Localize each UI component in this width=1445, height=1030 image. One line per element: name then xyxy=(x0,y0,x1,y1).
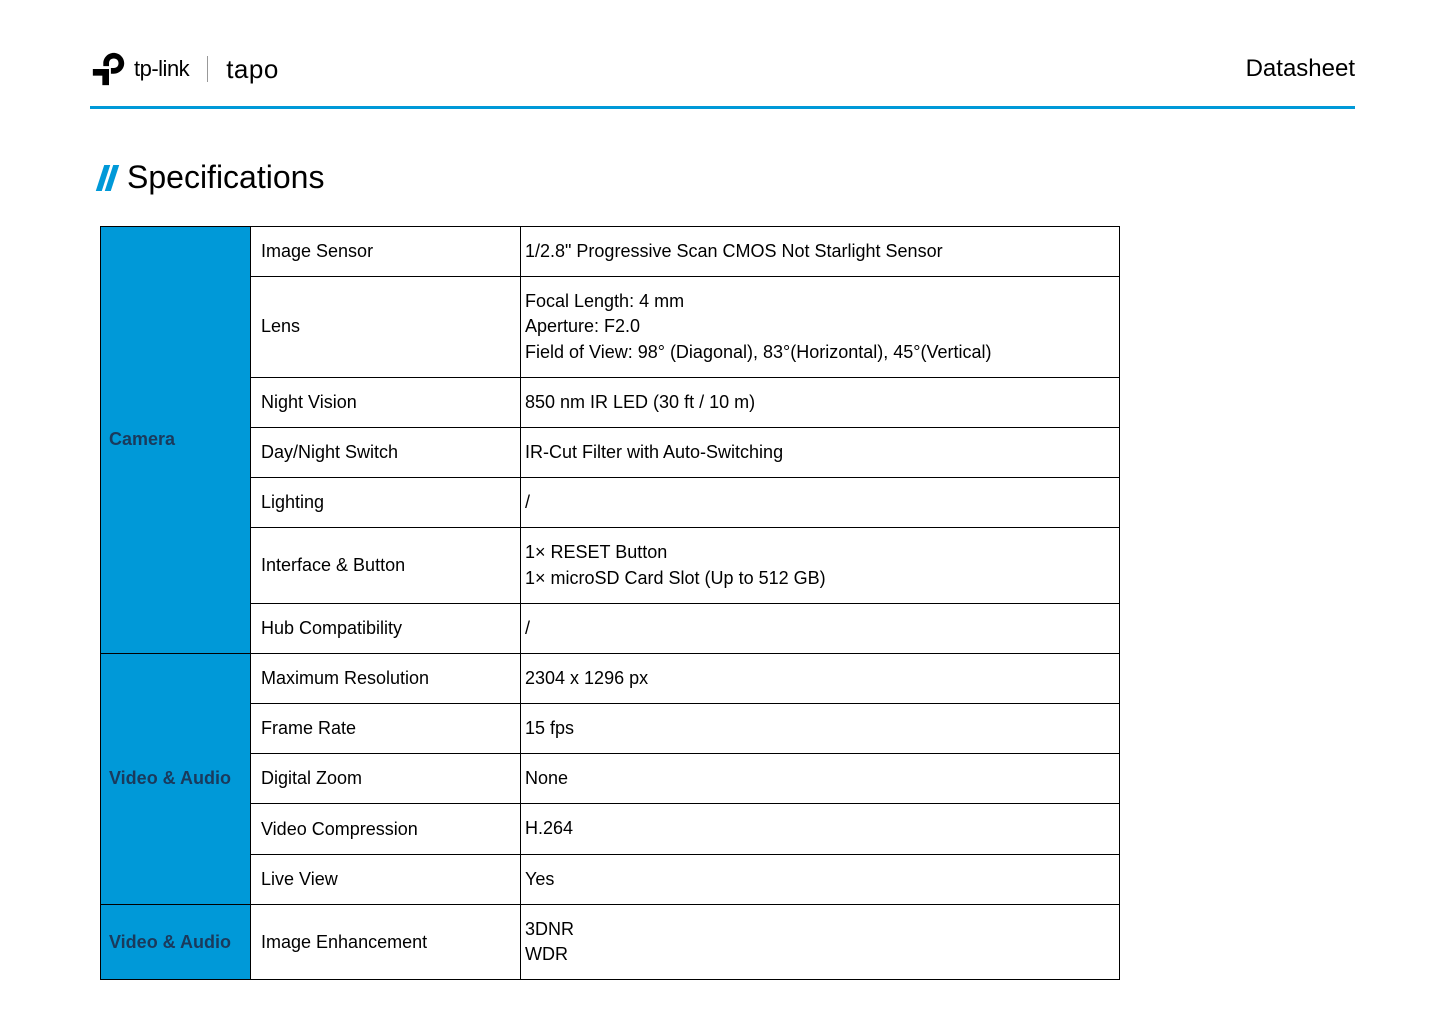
title-bars-icon xyxy=(100,165,115,191)
spec-value-cell: / xyxy=(521,478,1120,528)
spec-value-cell: 1/2.8" Progressive Scan CMOS Not Starlig… xyxy=(521,227,1120,277)
brand-primary-text: tp-link xyxy=(134,56,189,82)
table-row: CameraImage Sensor1/2.8" Progressive Sca… xyxy=(101,227,1120,277)
spec-label-cell: Image Sensor xyxy=(251,227,521,277)
specifications-table: CameraImage Sensor1/2.8" Progressive Sca… xyxy=(100,226,1120,980)
spec-value-cell: 15 fps xyxy=(521,704,1120,754)
spec-value-cell: H.264 xyxy=(521,804,1120,854)
category-cell: Camera xyxy=(101,227,251,654)
spec-value-cell: Yes xyxy=(521,854,1120,904)
section-title: Specifications xyxy=(90,159,1355,196)
table-row: Video CompressionH.264 xyxy=(101,804,1120,854)
spec-value-cell: / xyxy=(521,603,1120,653)
section-heading: Specifications xyxy=(127,159,324,196)
table-row: Digital ZoomNone xyxy=(101,754,1120,804)
spec-label-cell: Lens xyxy=(251,277,521,378)
table-row: Night Vision850 nm IR LED (30 ft / 10 m) xyxy=(101,377,1120,427)
spec-value-cell: 3DNR WDR xyxy=(521,904,1120,979)
page-header: tp-link tapo Datasheet xyxy=(90,50,1355,109)
spec-value-cell: Focal Length: 4 mm Aperture: F2.0 Field … xyxy=(521,277,1120,378)
table-row: Day/Night SwitchIR-Cut Filter with Auto-… xyxy=(101,427,1120,477)
document-type-label: Datasheet xyxy=(1246,55,1355,83)
brand-secondary-text: tapo xyxy=(226,54,279,85)
spec-label-cell: Lighting xyxy=(251,478,521,528)
spec-label-cell: Maximum Resolution xyxy=(251,653,521,703)
spec-label-cell: Live View xyxy=(251,854,521,904)
table-row: Interface & Button1× RESET Button 1× mic… xyxy=(101,528,1120,603)
table-row: Frame Rate15 fps xyxy=(101,704,1120,754)
spec-label-cell: Night Vision xyxy=(251,377,521,427)
table-row: Live ViewYes xyxy=(101,854,1120,904)
spec-value-cell: IR-Cut Filter with Auto-Switching xyxy=(521,427,1120,477)
tplink-icon xyxy=(90,50,128,88)
table-row: LensFocal Length: 4 mm Aperture: F2.0 Fi… xyxy=(101,277,1120,378)
spec-label-cell: Hub Compatibility xyxy=(251,603,521,653)
spec-label-cell: Digital Zoom xyxy=(251,754,521,804)
spec-value-cell: 1× RESET Button 1× microSD Card Slot (Up… xyxy=(521,528,1120,603)
spec-label-cell: Frame Rate xyxy=(251,704,521,754)
spec-label-cell: Image Enhancement xyxy=(251,904,521,979)
logo-section: tp-link tapo xyxy=(90,50,279,88)
category-cell: Video & Audio xyxy=(101,904,251,979)
spec-value-cell: 2304 x 1296 px xyxy=(521,653,1120,703)
spec-value-cell: None xyxy=(521,754,1120,804)
category-cell: Video & Audio xyxy=(101,653,251,904)
table-row: Video & AudioMaximum Resolution2304 x 12… xyxy=(101,653,1120,703)
spec-label-cell: Day/Night Switch xyxy=(251,427,521,477)
spec-value-cell: 850 nm IR LED (30 ft / 10 m) xyxy=(521,377,1120,427)
table-row: Lighting/ xyxy=(101,478,1120,528)
table-row: Video & AudioImage Enhancement3DNR WDR xyxy=(101,904,1120,979)
table-row: Hub Compatibility/ xyxy=(101,603,1120,653)
tplink-logo: tp-link xyxy=(90,50,189,88)
spec-label-cell: Interface & Button xyxy=(251,528,521,603)
logo-divider xyxy=(207,56,208,82)
spec-label-cell: Video Compression xyxy=(251,804,521,854)
